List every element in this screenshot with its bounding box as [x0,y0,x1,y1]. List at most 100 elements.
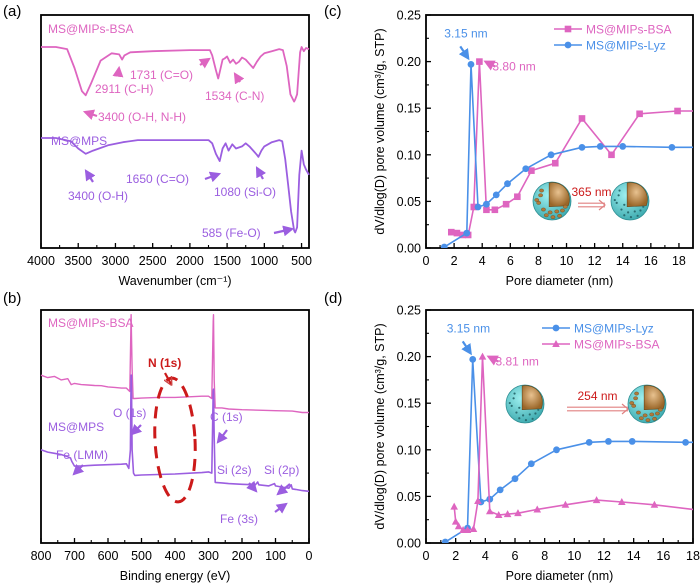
annotation-1731-co: 1731 (C=O) [130,68,193,82]
data-point-square [470,203,478,211]
data-point-circle [596,143,604,150]
x-tick-label: 14 [627,549,641,563]
peak-label-blue: 3.15 nm [444,26,487,40]
x-tick-label: 0 [306,549,313,563]
data-point-triangle [552,340,560,347]
data-point-triangle [450,502,458,510]
panel-label-b: (b) [3,290,21,307]
pore-closed [623,203,626,206]
pore-open [633,396,638,401]
y-tick-label: 0.20 [397,55,421,69]
panel-c-pore-distribution: 0 2 4 6 8 10 12 14 16 18 0.00 0.05 0.10 0.15 0.20 0.25 P… [373,9,694,288]
data-point-square [578,115,586,122]
inset-irradiation-arrow [578,199,606,211]
data-point-circle [547,151,555,159]
y-tick-label: 0.05 [397,195,421,209]
pore-open [560,208,565,213]
pore-open [539,188,544,193]
data-point-triangle [469,525,478,533]
y-tick-label: 0.15 [397,397,421,411]
data-point-circle [605,438,612,445]
data-point-circle [578,143,586,151]
pore-closed [513,392,516,395]
x-tick-label: 2000 [176,254,204,268]
pore-closed [636,214,639,217]
data-point-square [502,200,510,208]
pore-open [550,215,556,219]
peak-arrow-blue [461,340,472,356]
data-point-triangle [485,507,494,515]
x-tick-label: 1000 [250,254,278,268]
series-label-ms-mps: MS@MPS [48,420,104,434]
data-point-square [636,110,643,118]
pore-open [547,210,553,215]
x-axis-title: Binding energy (eV) [120,569,230,583]
legend-label: MS@MIPs-Lyz [586,39,666,53]
inset-wavelength-label: 254 nm [577,389,617,403]
data-point-square [453,229,461,237]
data-point-square [528,167,535,174]
data-point-triangle [503,510,512,518]
pore-closed [623,214,626,217]
arrow-1534 [233,72,245,85]
pore-closed [510,404,513,407]
annotation-o1s: O (1s) [113,406,146,420]
x-tick-label: 0 [423,549,430,563]
data-point-circle [682,438,689,446]
x-tick-label: 10 [567,549,581,563]
y-tick-label: 0.10 [397,148,421,162]
inset-wavelength-label: 365 nm [571,185,611,199]
peak-arrow-pink [486,355,500,366]
x-tick-label: 12 [597,549,611,563]
data-point-triangle [494,511,503,519]
pore-open [645,418,651,422]
data-point-circle [522,165,530,173]
data-point-circle [474,203,482,211]
pore-open [639,416,644,421]
pore-closed [531,417,534,420]
data-point-circle [441,538,449,543]
pore-closed [524,419,528,422]
pore-open [563,204,568,209]
data-point-triangle [650,500,659,508]
x-tick-label: 1500 [213,254,241,268]
arrow-si2p [276,483,291,496]
annotation-fe3s: Fe (3s) [220,512,258,526]
annotation-si2p: Si (2p) [264,463,299,477]
arrow-1650 [204,171,222,183]
x-axis-title: Pore diameter (nm) [506,569,614,583]
x-tick-label: 0 [423,254,430,268]
x-tick-label: 500 [131,549,152,563]
pore-closed [613,198,616,202]
x-tick-label: 14 [616,254,630,268]
x-tick-label: 600 [98,549,119,563]
peak-label-pink: 3.81 nm [496,355,539,369]
annotation-1534-cn: 1534 (C-N) [205,89,264,103]
inset-sphere-before [532,181,572,221]
data-point-triangle [533,505,542,513]
data-point-triangle [514,509,522,517]
arrow-1080 [255,166,267,180]
annotation-1650-co: 1650 (C=O) [126,172,189,186]
data-point-circle [628,438,636,445]
x-tick-label: 200 [232,549,253,563]
pore-closed [508,401,511,405]
data-point-circle [496,486,504,494]
annotation-c1s: C (1s) [210,410,243,424]
data-point-circle [585,438,593,446]
x-tick-label: 2 [451,254,458,268]
annotation-3400-oh-nh: 3400 (O-H, N-H) [98,110,186,124]
y-axis-title: dV/dlog(D) pore volume (cm³/g, STP) [373,323,387,529]
arrow-o1s [130,423,143,436]
data-point-triangle [454,522,463,530]
sphere-core [521,385,543,411]
y-tick-label: 0.00 [397,537,421,551]
data-point-square [564,25,572,33]
arrow-3400-oh [84,169,96,183]
data-point-square [491,206,499,214]
arrow-fe3s [274,502,288,514]
data-point-circle [467,60,475,68]
peak-arrow-blue [458,45,470,61]
pore-closed [518,406,521,409]
x-tick-label: 18 [672,254,686,268]
